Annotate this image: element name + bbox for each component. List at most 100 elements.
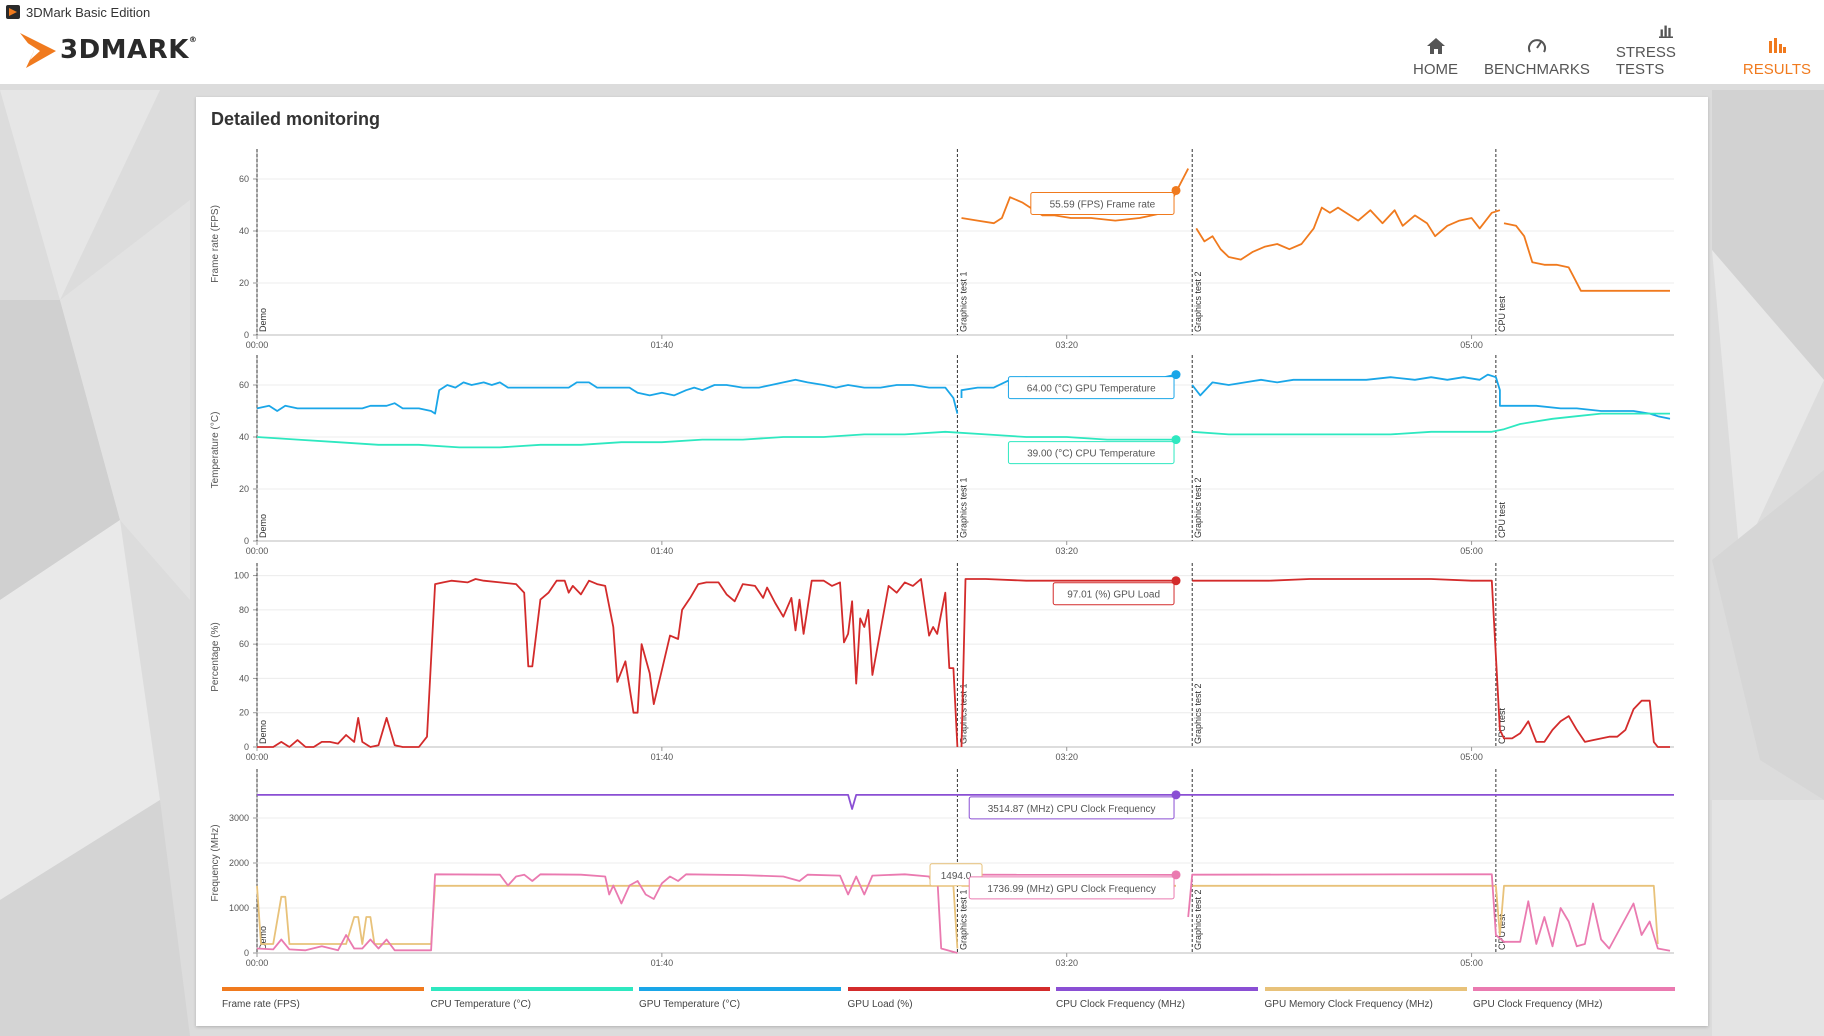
nav-results[interactable]: RESULTS	[1743, 24, 1811, 78]
section-marker-label: Graphics test 1	[958, 477, 968, 538]
window-title: 3DMark Basic Edition	[26, 4, 151, 20]
chart-2[interactable]: 0 20 40 60 Temperature (°C) 00:00 01:40 03:20 05…	[210, 355, 1674, 556]
legend-item[interactable]: GPU Load (%)	[847, 987, 1052, 1010]
tooltip-point	[1171, 576, 1181, 586]
x-tick-label: 05:00	[1460, 546, 1483, 556]
legend-item[interactable]: GPU Memory Clock Frequency (MHz)	[1264, 987, 1469, 1010]
section-marker-label: Demo	[258, 926, 268, 950]
x-tick-label: 03:20	[1055, 340, 1078, 350]
results-icon	[1768, 38, 1786, 53]
tooltip-box	[968, 796, 1175, 820]
chart-3[interactable]: 0 20 40 60 80 100 Percentage (%) 00:00 01:40 03:2…	[210, 563, 1674, 762]
tooltip-text: 97.01 (%) GPU Load	[1067, 590, 1160, 601]
legend-item[interactable]: CPU Clock Frequency (MHz)	[1056, 987, 1260, 1010]
nav-stress-tests[interactable]: STRESS TESTS	[1616, 24, 1717, 78]
y-axis-label: Frequency (MHz)	[210, 824, 221, 901]
tooltip-point	[1171, 790, 1181, 800]
nav-benchmarks-label: BENCHMARKS	[1484, 61, 1590, 78]
legend-swatch	[1056, 987, 1258, 991]
tooltip-box	[1030, 191, 1175, 215]
series-line	[1195, 206, 1501, 261]
app-icon	[6, 5, 20, 19]
page-title: Detailed monitoring	[211, 109, 381, 129]
series-line	[960, 578, 1176, 748]
section-marker-label: Graphics test 2	[1193, 683, 1203, 744]
y-tick-label: 20	[239, 708, 249, 718]
brand-name: 3DMARK	[60, 35, 189, 65]
tooltip-box	[1007, 441, 1175, 465]
legend-swatch	[639, 987, 841, 991]
tooltip-point	[1171, 435, 1181, 445]
y-tick-label: 3000	[229, 813, 249, 823]
y-axis-label: Frame rate (FPS)	[210, 205, 221, 283]
series-line	[1192, 412, 1670, 436]
section-marker-label: Demo	[258, 720, 268, 744]
monitoring-charts[interactable]: 0 20 40 60 Frame rate (FPS) 00:00 01:40 03:20 05…	[196, 97, 1708, 977]
section-marker-label: CPU test	[1497, 501, 1507, 538]
legend-swatch	[430, 987, 633, 991]
y-tick-label: 0	[244, 536, 249, 546]
legend-item[interactable]: Frame rate (FPS)	[222, 987, 426, 1010]
section-marker-label: Graphics test 1	[958, 683, 968, 744]
app-header: 3DMARK® HOME BENCHMARKS STRESS TESTS	[0, 24, 1824, 84]
legend-swatch	[222, 987, 424, 991]
tooltip-box	[1007, 376, 1175, 400]
section-marker-label: Graphics test 2	[1193, 271, 1203, 332]
legend-label: GPU Temperature (°C)	[639, 999, 741, 1010]
y-tick-label: 60	[239, 174, 249, 184]
home-icon	[1426, 38, 1445, 54]
logo-icon	[20, 33, 56, 68]
nav-home-label: HOME	[1413, 61, 1458, 78]
brand-logo[interactable]: 3DMARK®	[18, 30, 197, 70]
gauge-icon	[1527, 39, 1546, 53]
section-marker-label: Demo	[258, 514, 268, 538]
series-line	[1192, 884, 1659, 945]
y-tick-label: 20	[239, 484, 249, 494]
legend-swatch	[1473, 987, 1675, 991]
y-axis-label: Temperature (°C)	[210, 412, 221, 489]
tooltip-point	[1171, 870, 1181, 880]
chart-1[interactable]: 0 20 40 60 Frame rate (FPS) 00:00 01:40 03:20 05…	[210, 149, 1674, 350]
legend-item[interactable]: GPU Clock Frequency (MHz)	[1473, 987, 1677, 1010]
legend-swatch	[847, 987, 1050, 991]
y-tick-label: 80	[239, 605, 249, 615]
legend-label: GPU Load (%)	[847, 999, 913, 1010]
section-marker-label: Graphics test 1	[958, 271, 968, 332]
x-tick-label: 01:40	[651, 958, 674, 968]
nav-stress-tests-label: STRESS TESTS	[1615, 44, 1676, 78]
nav-benchmarks[interactable]: BENCHMARKS	[1484, 24, 1590, 78]
tooltip-text: 64.00 (°C) GPU Temperature	[1027, 384, 1156, 395]
series-line	[256, 430, 1176, 449]
nav-home[interactable]: HOME	[1413, 24, 1458, 78]
section-marker-label: Graphics test 2	[1193, 477, 1203, 538]
x-tick-label: 01:40	[651, 752, 674, 762]
y-tick-label: 20	[239, 278, 249, 288]
tooltip-box	[1052, 582, 1175, 606]
legend-label: CPU Temperature (°C)	[430, 999, 532, 1010]
legend-item[interactable]: CPU Temperature (°C)	[430, 987, 635, 1010]
legend-item[interactable]: GPU Temperature (°C)	[639, 987, 843, 1010]
y-tick-label: 0	[244, 742, 249, 752]
chart-4[interactable]: 0 1000 2000 3000 Frequency (MHz) 00:00 01:40 03…	[210, 769, 1674, 968]
x-tick-label: 00:00	[246, 752, 269, 762]
y-tick-label: 100	[234, 571, 249, 581]
nav-results-label: RESULTS	[1742, 61, 1811, 78]
tooltip-text: 39.00 (°C) CPU Temperature	[1027, 449, 1156, 460]
y-tick-label: 0	[244, 330, 249, 340]
series-line	[256, 378, 959, 415]
y-tick-label: 60	[239, 639, 249, 649]
series-line	[1503, 222, 1670, 292]
y-tick-label: 40	[239, 226, 249, 236]
section-marker-label: CPU test	[1497, 913, 1507, 950]
series-line	[257, 794, 1674, 810]
series-line	[1192, 578, 1670, 748]
y-tick-label: 0	[244, 948, 249, 958]
tooltip-point	[1171, 185, 1181, 195]
section-marker-label: CPU test	[1497, 295, 1507, 332]
section-marker-label: Graphics test 1	[958, 889, 968, 950]
legend-label: GPU Clock Frequency (MHz)	[1473, 999, 1603, 1010]
x-tick-label: 00:00	[246, 340, 269, 350]
legend-label: CPU Clock Frequency (MHz)	[1056, 999, 1185, 1010]
x-tick-label: 01:40	[651, 340, 674, 350]
section-marker-label: CPU test	[1497, 707, 1507, 744]
